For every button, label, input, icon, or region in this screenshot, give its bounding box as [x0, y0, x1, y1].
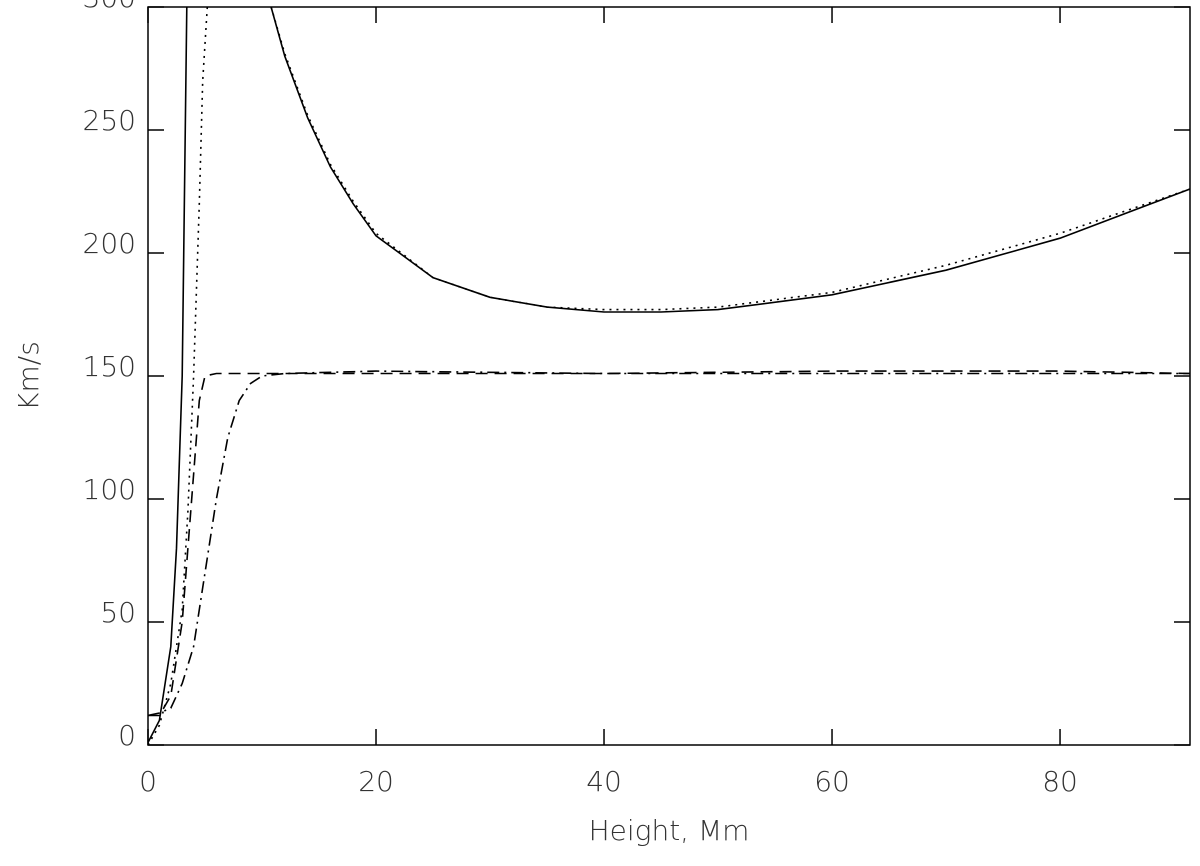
x-tick-label: 60	[814, 765, 850, 798]
y-tick-label: 300	[83, 0, 136, 14]
y-tick-label: 150	[83, 350, 136, 383]
series-line	[148, 370, 1190, 717]
x-tick-label: 80	[1042, 765, 1078, 798]
y-tick-label: 50	[100, 596, 136, 629]
series-line	[148, 370, 1190, 717]
x-tick-label: 0	[139, 765, 157, 798]
y-tick-label: 250	[83, 104, 136, 137]
plot-frame	[147, 6, 1191, 746]
x-tick-label: 40	[586, 765, 622, 798]
y-tick-label: 100	[83, 473, 136, 506]
y-tick-label: 0	[118, 719, 136, 752]
x-axis-label: Height, Mm	[589, 814, 750, 847]
series-line	[148, 7, 1190, 745]
y-axis-label: Km/s	[12, 341, 45, 411]
series-line	[148, 7, 1190, 743]
lines	[148, 7, 1190, 745]
x-tick-label: 20	[358, 765, 394, 798]
y-tick-label: 200	[83, 227, 136, 260]
